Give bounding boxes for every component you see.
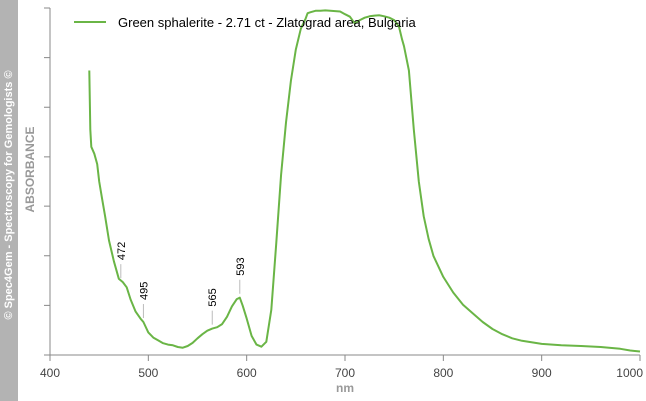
x-tick-label-700: 700 bbox=[335, 366, 355, 380]
x-tick-label-1000: 1000 bbox=[616, 366, 643, 380]
annotation-565: 565 bbox=[207, 288, 219, 306]
x-tick-label-500: 500 bbox=[138, 366, 158, 380]
peak-annotations: 472 495 565 593 bbox=[116, 242, 247, 325]
series-line bbox=[88, 9, 641, 353]
y-ticks bbox=[44, 7, 50, 356]
y-axis-title: ABSORBANCE bbox=[23, 126, 37, 212]
x-axis-title: nm bbox=[336, 381, 354, 395]
annotation-472: 472 bbox=[116, 242, 128, 260]
annotation-593: 593 bbox=[235, 257, 247, 275]
x-tick-label-800: 800 bbox=[433, 366, 453, 380]
x-ticks: 400 500 600 700 800 900 1000 bbox=[40, 355, 643, 380]
legend: Green sphalerite - 2.71 ct - Zlatograd a… bbox=[74, 15, 416, 30]
x-tick-label-900: 900 bbox=[532, 366, 552, 380]
legend-label: Green sphalerite - 2.71 ct - Zlatograd a… bbox=[118, 15, 416, 30]
annotation-495: 495 bbox=[138, 282, 150, 300]
x-tick-label-600: 600 bbox=[237, 366, 257, 380]
x-tick-label-400: 400 bbox=[40, 366, 60, 380]
copyright-sidebar: © Spec4Gem - Spectroscopy for Gemologist… bbox=[0, 0, 18, 401]
